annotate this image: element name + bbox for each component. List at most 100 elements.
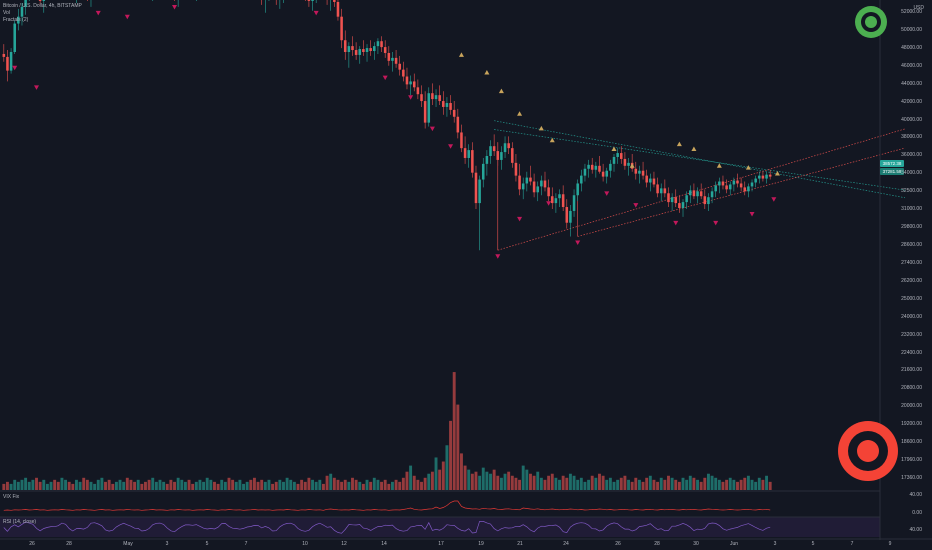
price-tick-label: 46000.00	[901, 62, 922, 69]
volume-bar	[656, 481, 660, 490]
candle-body	[543, 180, 547, 188]
volume-bar	[122, 481, 126, 490]
price-tick-label: 21600.00	[901, 367, 922, 374]
volume-label: Vol	[3, 10, 10, 16]
candle-body	[689, 190, 692, 196]
candle-body	[496, 151, 500, 160]
volume-bar	[594, 477, 598, 490]
volume-bar	[296, 483, 300, 490]
volume-bar	[550, 473, 554, 490]
volume-bar	[144, 481, 147, 490]
vix-fix-line	[3, 500, 771, 511]
fractal-up-marker	[629, 163, 635, 168]
trendline-0	[494, 120, 906, 199]
volume-bar	[93, 483, 97, 490]
time-tick-label: 21	[517, 541, 523, 547]
candle-body	[747, 186, 750, 192]
volume-bar	[332, 477, 336, 490]
volume-bar	[209, 479, 213, 490]
price-tick-label: 25000.00	[901, 295, 922, 302]
volume-bar	[114, 481, 118, 490]
fractals-label: Fractals (2)	[3, 17, 29, 23]
price-tick-label: 19200.00	[901, 421, 922, 428]
candle-body	[311, 0, 314, 1]
candle-body	[38, 0, 42, 1]
volume-bar	[176, 477, 180, 490]
volume-bar	[503, 473, 507, 490]
volume-bar	[198, 479, 202, 490]
vix-tick-0: 40.00	[909, 492, 922, 498]
volume-bar	[271, 483, 275, 490]
volume-bar	[739, 479, 743, 490]
price-tick-label: 27400.00	[901, 259, 922, 266]
volume-bar	[521, 465, 525, 490]
candle-body	[307, 0, 311, 1]
price-tick-label: 26200.00	[901, 277, 922, 284]
volume-bar	[169, 479, 173, 490]
candle-body	[594, 165, 598, 170]
volume-bar	[380, 481, 384, 490]
candle-body	[685, 195, 688, 203]
last-price-tag: 38572.38	[880, 160, 904, 167]
candle-body	[732, 180, 736, 185]
time-tick-label: 24	[563, 541, 569, 547]
fractal-down-marker	[408, 95, 414, 100]
volume-bar	[565, 477, 569, 490]
volume-bar	[583, 481, 587, 490]
fractal-down-marker	[382, 75, 388, 81]
candle-body	[405, 76, 409, 85]
volume-bar	[56, 481, 60, 490]
volume-bar	[725, 479, 729, 490]
volume-bar	[619, 477, 623, 490]
candle-body	[434, 95, 438, 100]
volume-bar	[685, 479, 689, 490]
volume-bar	[140, 483, 144, 490]
candle-body	[765, 174, 768, 179]
volume-bar	[154, 481, 158, 490]
fractal-down-marker	[12, 65, 18, 71]
candle-body	[569, 210, 572, 223]
candle-body	[547, 187, 550, 197]
volume-bar	[445, 445, 449, 490]
fractal-down-marker	[172, 4, 178, 10]
volume-bar	[252, 477, 256, 490]
volume-bar	[412, 475, 416, 490]
candle-body	[481, 163, 485, 180]
fractal-down-marker	[713, 220, 719, 226]
volume-bar	[579, 477, 583, 490]
volume-bar	[245, 481, 249, 490]
volume-bar	[267, 479, 271, 490]
candle-body	[649, 178, 652, 183]
candle-body	[714, 185, 717, 192]
price-tick-label: 17960.00	[901, 457, 922, 464]
volume-bar	[605, 479, 609, 490]
rsi-band	[0, 517, 880, 537]
price-tick-label: 29800.00	[901, 224, 922, 231]
volume-bar	[714, 477, 718, 490]
volume-bar	[202, 481, 206, 490]
candle-body	[445, 103, 449, 107]
volume-bar	[525, 469, 529, 490]
candle-body	[761, 175, 765, 179]
volume-bar	[463, 465, 467, 490]
volume-bar	[376, 479, 380, 490]
candle-body	[754, 178, 757, 183]
candle-body	[354, 50, 358, 55]
candle-body	[619, 153, 623, 159]
price-tick-label: 23200.00	[901, 331, 922, 338]
volume-bar	[191, 483, 195, 490]
volume-bar	[274, 481, 278, 490]
price-tick-label: 22400.00	[901, 349, 922, 356]
volume-bar	[547, 475, 551, 490]
candle-body	[692, 190, 696, 197]
candle-body	[638, 170, 641, 174]
volume-bar	[45, 483, 49, 490]
volume-bar	[754, 481, 758, 490]
price-tick-label: 52000.00	[901, 9, 922, 15]
volume-bar	[183, 481, 187, 490]
candle-body	[623, 158, 627, 166]
price-tick-label: 31000.00	[901, 206, 922, 213]
volume-bar	[420, 481, 423, 490]
candle-body	[427, 93, 431, 123]
